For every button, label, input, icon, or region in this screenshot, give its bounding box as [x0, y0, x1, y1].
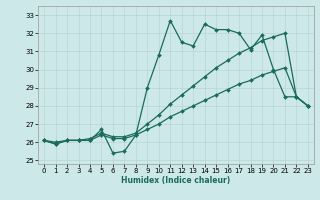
- X-axis label: Humidex (Indice chaleur): Humidex (Indice chaleur): [121, 176, 231, 185]
